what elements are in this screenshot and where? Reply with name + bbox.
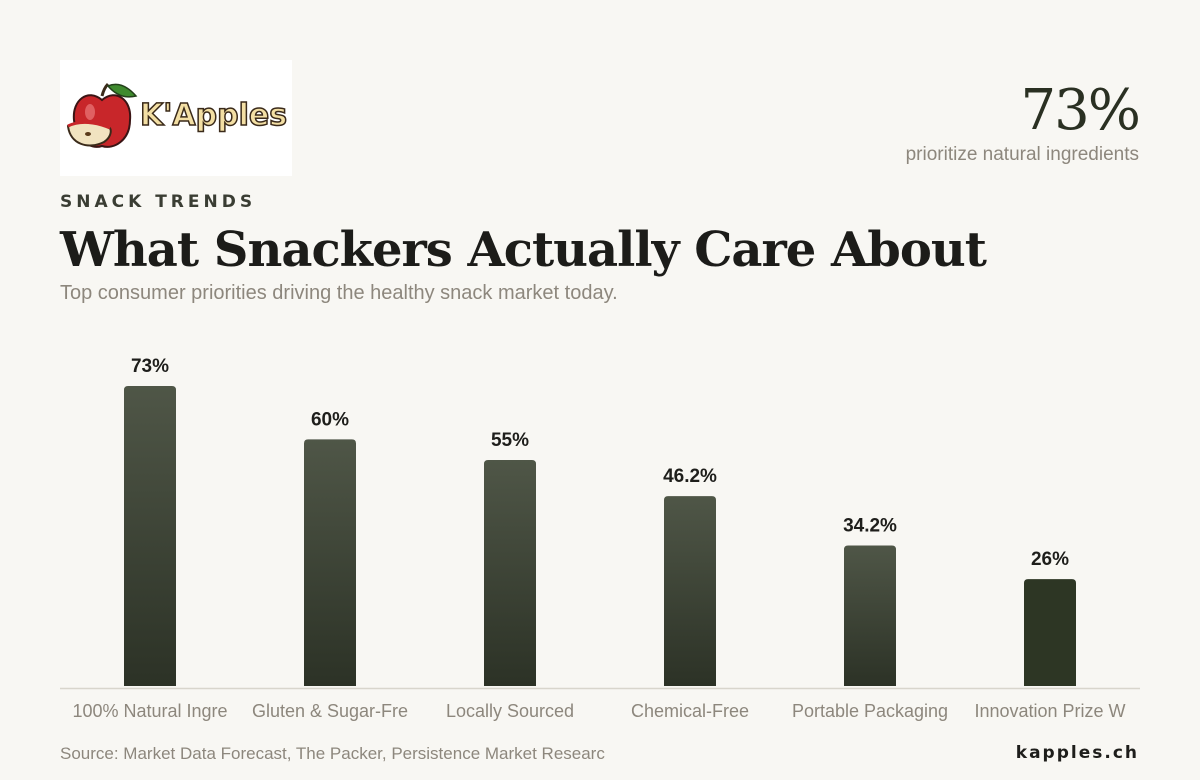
site-url[interactable]: kapples.ch: [1015, 743, 1139, 763]
bar-group: 73% 100% Natural Ingre 60% Gluten & Sugar-F…: [60, 356, 1140, 721]
bar-3: [484, 459, 536, 686]
category-label: Chemical-Free: [631, 701, 749, 721]
kpi-value: 73%: [1020, 78, 1141, 143]
source-note: Source: Market Data Forecast, The Packer…: [60, 744, 605, 763]
bar-value-label: 46.2%: [663, 466, 717, 487]
page-title: What Snackers Actually Care About: [60, 222, 987, 278]
section-eyebrow: SNACK TRENDS: [60, 192, 257, 212]
bar-2: [304, 439, 356, 686]
bar-value-label: 60%: [311, 409, 349, 430]
bar-value-label: 73%: [131, 356, 169, 377]
bar-chart: 73% 100% Natural Ingre 60% Gluten & Sugar-F…: [60, 356, 1140, 721]
page-subtitle: Top consumer priorities driving the heal…: [60, 282, 618, 304]
category-label: Gluten & Sugar-Fre: [252, 701, 408, 721]
category-label: Innovation Prize W: [974, 701, 1125, 721]
bar-value-label: 34.2%: [843, 515, 897, 536]
bar-4: [664, 496, 716, 686]
kpi-callout: 73% prioritize natural ingredients: [905, 74, 1141, 166]
logo-wordmark: K'Apples: [139, 97, 288, 134]
brand-logo: K'Apples: [60, 60, 292, 176]
bar-1: [124, 386, 176, 686]
category-label: Portable Packaging: [792, 701, 948, 721]
category-label: 100% Natural Ingre: [72, 701, 227, 721]
bar-5: [844, 545, 896, 686]
bar-value-label: 26%: [1031, 549, 1069, 570]
kpi-caption: prioritize natural ingredients: [905, 144, 1139, 165]
category-label: Locally Sourced: [446, 701, 574, 721]
bar-6: [1024, 579, 1076, 686]
apple-logo-icon: [66, 82, 138, 148]
bar-value-label: 55%: [491, 430, 529, 451]
